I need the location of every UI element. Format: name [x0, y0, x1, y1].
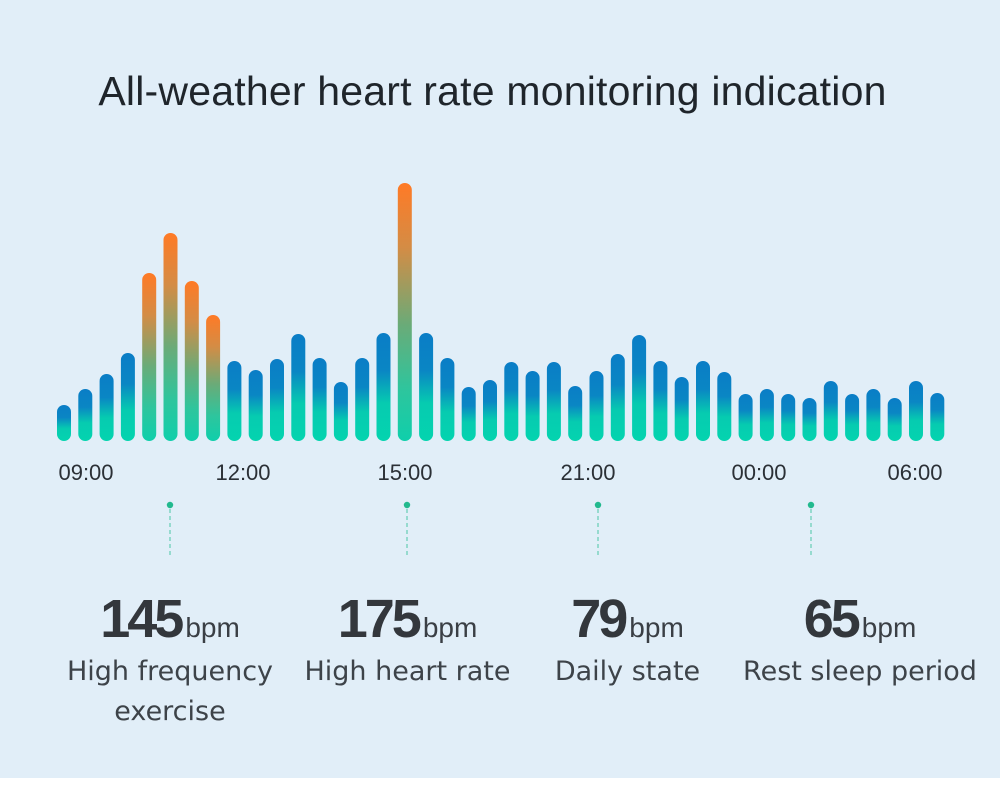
bar [78, 389, 93, 441]
bar [845, 394, 860, 441]
stat-high-frequency-exercise: 145 bpm High frequency exercise [40, 588, 300, 732]
bar [504, 362, 519, 441]
bar [461, 387, 476, 441]
stat-rest-sleep-period: 65 bpm Rest sleep period [720, 588, 1000, 692]
bar [696, 361, 710, 441]
bar-highlight [206, 315, 221, 441]
stat-value: 175 [337, 589, 422, 649]
x-axis-ticks: 09:00 12:00 15:00 21:00 00:00 06:00 [58, 460, 942, 485]
bar [653, 361, 668, 441]
bar [866, 389, 881, 441]
bar [120, 353, 135, 441]
bar [57, 405, 71, 441]
x-tick-label: 00:00 [731, 460, 786, 485]
bar [823, 381, 838, 441]
stat-label: High frequency exercise [66, 656, 274, 727]
bar [355, 358, 370, 441]
bar [674, 377, 689, 441]
bar [99, 374, 114, 441]
bar [248, 370, 263, 441]
bar-highlight [163, 233, 178, 441]
annotation-marker-0 [166, 501, 174, 557]
stat-unit: bpm [861, 612, 917, 643]
bar [227, 361, 242, 441]
x-tick-label: 12:00 [215, 460, 270, 485]
page-title: All-weather heart rate monitoring indica… [98, 68, 887, 114]
annotation-markers [166, 501, 815, 557]
bars-group [57, 183, 945, 441]
bar [291, 334, 306, 441]
stat-daily-state: 79 bpm Daily state [530, 588, 725, 692]
bar-highlight [142, 273, 157, 441]
bar [376, 333, 391, 441]
bar [781, 394, 796, 441]
bar [525, 371, 540, 441]
stat-value-row: 145 bpm [40, 588, 300, 650]
bar [546, 362, 561, 441]
bar [738, 394, 753, 441]
stat-label: Daily state [554, 656, 701, 687]
bar [610, 354, 625, 441]
annotation-marker-2 [594, 501, 602, 557]
annotation-marker-1 [403, 501, 411, 557]
bar [270, 359, 284, 441]
bar-highlight [184, 281, 199, 441]
bar [440, 358, 455, 441]
stat-value: 145 [100, 589, 184, 649]
bar [483, 380, 497, 441]
x-tick-label: 06:00 [887, 460, 942, 485]
stat-value-row: 65 bpm [720, 588, 1000, 650]
bar [887, 398, 902, 441]
bar [589, 371, 604, 441]
bar [930, 393, 945, 441]
x-tick-label: 15:00 [377, 460, 432, 485]
bar [312, 358, 327, 441]
bar [419, 333, 434, 441]
bar [632, 335, 647, 441]
bar [802, 398, 817, 441]
stat-label: High heart rate [304, 656, 511, 687]
stat-unit: bpm [629, 612, 684, 643]
stat-unit: bpm [185, 612, 240, 643]
stat-label: Rest sleep period [743, 656, 977, 687]
stat-value-row: 175 bpm [285, 588, 530, 650]
bar-highlight [397, 183, 412, 441]
bar [568, 386, 583, 441]
stat-value: 65 [803, 589, 861, 649]
bar [717, 372, 732, 441]
stat-value-row: 79 bpm [530, 588, 725, 650]
bar [333, 382, 348, 441]
stat-high-heart-rate: 175 bpm High heart rate [285, 588, 530, 692]
stat-value: 79 [571, 589, 628, 649]
annotation-marker-3 [807, 501, 815, 557]
bar [759, 389, 774, 441]
x-tick-label: 09:00 [58, 460, 113, 485]
stat-unit: bpm [422, 612, 478, 643]
bar [909, 381, 923, 441]
x-tick-label: 21:00 [560, 460, 615, 485]
